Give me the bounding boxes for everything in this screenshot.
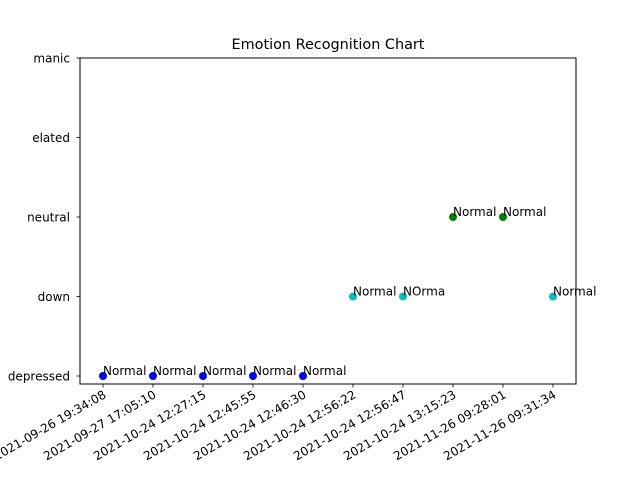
point-label: Normal xyxy=(203,364,246,378)
point-label: Normal xyxy=(453,205,496,219)
y-tick-label: manic xyxy=(33,52,70,66)
y-tick-label: depressed xyxy=(8,370,70,384)
point-label: Normal xyxy=(103,364,146,378)
data-point xyxy=(549,292,557,301)
data-point xyxy=(399,292,407,301)
data-point xyxy=(499,213,507,221)
point-label: Normal xyxy=(553,285,596,299)
chart-title: Emotion Recognition Chart xyxy=(232,37,425,53)
point-label: Normal xyxy=(503,205,546,219)
point-label: NOrma xyxy=(403,285,445,299)
data-point xyxy=(299,372,307,380)
point-label: Normal xyxy=(303,364,346,378)
data-point xyxy=(99,372,107,380)
data-point xyxy=(449,213,457,221)
point-label: Normal xyxy=(353,285,396,299)
point-label: Normal xyxy=(153,364,196,378)
y-tick-label: down xyxy=(38,290,70,304)
data-point xyxy=(149,372,157,380)
plot-frame xyxy=(79,57,577,385)
data-point xyxy=(349,292,357,301)
y-tick-label: neutral xyxy=(27,211,70,225)
data-point xyxy=(249,372,257,380)
y-tick-label: elated xyxy=(32,131,70,145)
data-point xyxy=(199,372,207,380)
point-label: Normal xyxy=(253,364,296,378)
